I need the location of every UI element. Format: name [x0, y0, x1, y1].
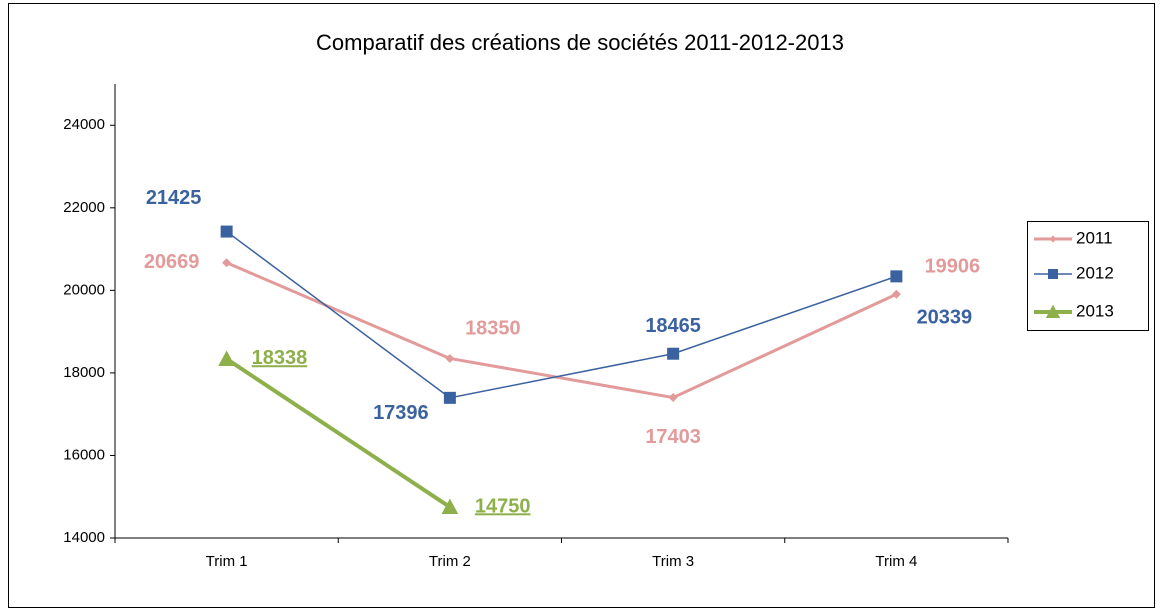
data-label: 20669	[144, 251, 200, 273]
y-tick-label: 22000	[63, 199, 105, 216]
series-line	[225, 357, 451, 509]
data-label: 14750	[475, 495, 531, 517]
y-tick-label: 16000	[63, 446, 105, 463]
data-label: 19906	[925, 256, 981, 278]
chart-title: Comparatif des créations de sociétés 201…	[316, 30, 844, 55]
data-label: 17396	[373, 402, 429, 424]
legend-label: 2012	[1076, 263, 1114, 282]
marker	[1048, 269, 1058, 279]
chart-frame	[8, 3, 1155, 608]
data-label: 18338	[252, 347, 308, 369]
marker	[222, 258, 232, 268]
series-line	[226, 261, 898, 400]
marker	[1049, 235, 1057, 243]
marker	[218, 350, 236, 366]
series-line	[226, 230, 897, 399]
data-label: 18465	[645, 315, 701, 337]
data-label: 18350	[465, 318, 521, 340]
marker	[220, 225, 233, 238]
data-label: 20339	[917, 307, 973, 329]
x-tick-label: Trim 3	[652, 553, 694, 570]
data-label: 17403	[645, 426, 701, 448]
data-label: 21425	[146, 187, 202, 209]
y-tick-label: 18000	[63, 364, 105, 381]
y-tick-label: 24000	[63, 116, 105, 133]
marker	[445, 353, 455, 363]
x-tick-label: Trim 4	[875, 553, 917, 570]
y-tick-label: 14000	[63, 529, 105, 546]
marker	[1045, 304, 1061, 318]
marker	[668, 393, 678, 403]
marker	[890, 270, 903, 283]
x-tick-label: Trim 1	[206, 553, 248, 570]
marker	[891, 289, 901, 299]
marker	[667, 347, 680, 360]
x-tick-label: Trim 2	[429, 553, 471, 570]
marker	[443, 391, 456, 404]
legend-label: 2011	[1076, 228, 1113, 247]
legend-label: 2013	[1076, 301, 1114, 320]
marker	[441, 498, 459, 515]
y-tick-label: 20000	[63, 281, 105, 298]
